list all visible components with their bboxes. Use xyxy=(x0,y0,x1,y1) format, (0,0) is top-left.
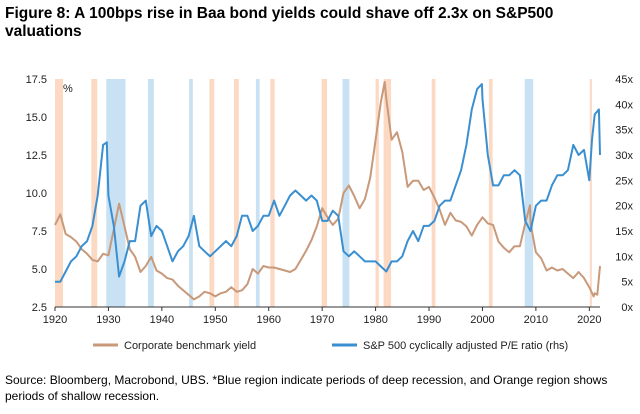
x-tick-label: 1990 xyxy=(417,314,441,326)
y-left-tick-label: 15.0 xyxy=(26,112,47,124)
shallow-recession-band xyxy=(91,79,98,307)
shallow-recession-band xyxy=(383,79,392,307)
y-right-tick-label: 45x xyxy=(615,74,633,86)
deep-recession-band xyxy=(524,79,534,307)
figure-title: Figure 8: A 100bps rise in Baa bond yiel… xyxy=(5,5,554,40)
deep-recession-band xyxy=(342,79,350,307)
y-right-tick-label: 10x xyxy=(615,251,633,263)
source-note: Source: Bloomberg, Macrobond, UBS. *Blue… xyxy=(5,373,608,403)
shallow-recession-band xyxy=(209,79,215,307)
y-left-tick-label: 7.5 xyxy=(32,226,47,238)
shallow-recession-band xyxy=(321,79,327,307)
x-tick-label: 1980 xyxy=(363,314,387,326)
y-left-tick-label: 12.5 xyxy=(26,150,47,162)
x-tick-label: 1930 xyxy=(96,314,120,326)
deep-recession-band xyxy=(255,79,260,307)
y-right-tick-label: 20x xyxy=(615,201,633,213)
recession-bands xyxy=(55,79,592,307)
x-tick-label: 2020 xyxy=(577,314,601,326)
y-right-tick-label: 0x xyxy=(621,302,633,314)
x-tick-label: 1950 xyxy=(203,314,227,326)
x-tick-label: 1970 xyxy=(310,314,334,326)
deep-recession-band xyxy=(106,79,126,307)
chart-area: 1920 1930 1940 1950 1960 1970 1980 1990 2000 2010… xyxy=(26,74,634,352)
y-right-tick-label: 25x xyxy=(615,175,633,187)
shallow-recession-band xyxy=(589,79,592,307)
y-right-tick-label: 40x xyxy=(615,99,633,111)
y-right-tick-label: 35x xyxy=(615,125,633,137)
shallow-recession-band xyxy=(375,79,379,307)
x-tick-label: 2010 xyxy=(524,314,548,326)
shallow-recession-band xyxy=(431,79,436,307)
shallow-recession-band xyxy=(488,79,493,307)
yield-series-line xyxy=(54,81,601,301)
y-left-tick-label: 5.0 xyxy=(32,264,47,276)
x-tick-label: 2000 xyxy=(470,314,494,326)
deep-recession-band xyxy=(147,79,154,307)
legend-yield-label: Corporate benchmark yield xyxy=(124,340,256,352)
legend: Corporate benchmark yield S&P 500 cyclic… xyxy=(93,340,568,352)
x-tick-label: 1920 xyxy=(43,314,67,326)
axes: 1920 1930 1940 1950 1960 1970 1980 1990 2000 2010… xyxy=(26,74,634,326)
shallow-recession-band xyxy=(233,79,239,307)
y-right-tick-label: 5x xyxy=(621,277,633,289)
deep-recession-band xyxy=(189,79,193,307)
y-left-tick-label: 10.0 xyxy=(26,188,47,200)
shallow-recession-band xyxy=(270,79,275,307)
y-left-tick-label: 17.5 xyxy=(26,74,47,86)
shallow-recession-band xyxy=(55,79,64,307)
y-right-tick-label: 15x xyxy=(615,226,633,238)
y-left-unit-label: % xyxy=(63,83,73,95)
y-right-tick-label: 30x xyxy=(615,150,633,162)
x-tick-label: 1940 xyxy=(150,314,174,326)
series-lines xyxy=(54,81,601,301)
y-left-tick-label: 2.5 xyxy=(32,302,47,314)
legend-pe-label: S&P 500 cyclically adjusted P/E ratio (r… xyxy=(363,340,568,352)
x-tick-label: 1960 xyxy=(256,314,280,326)
pe-series-line xyxy=(55,83,601,283)
